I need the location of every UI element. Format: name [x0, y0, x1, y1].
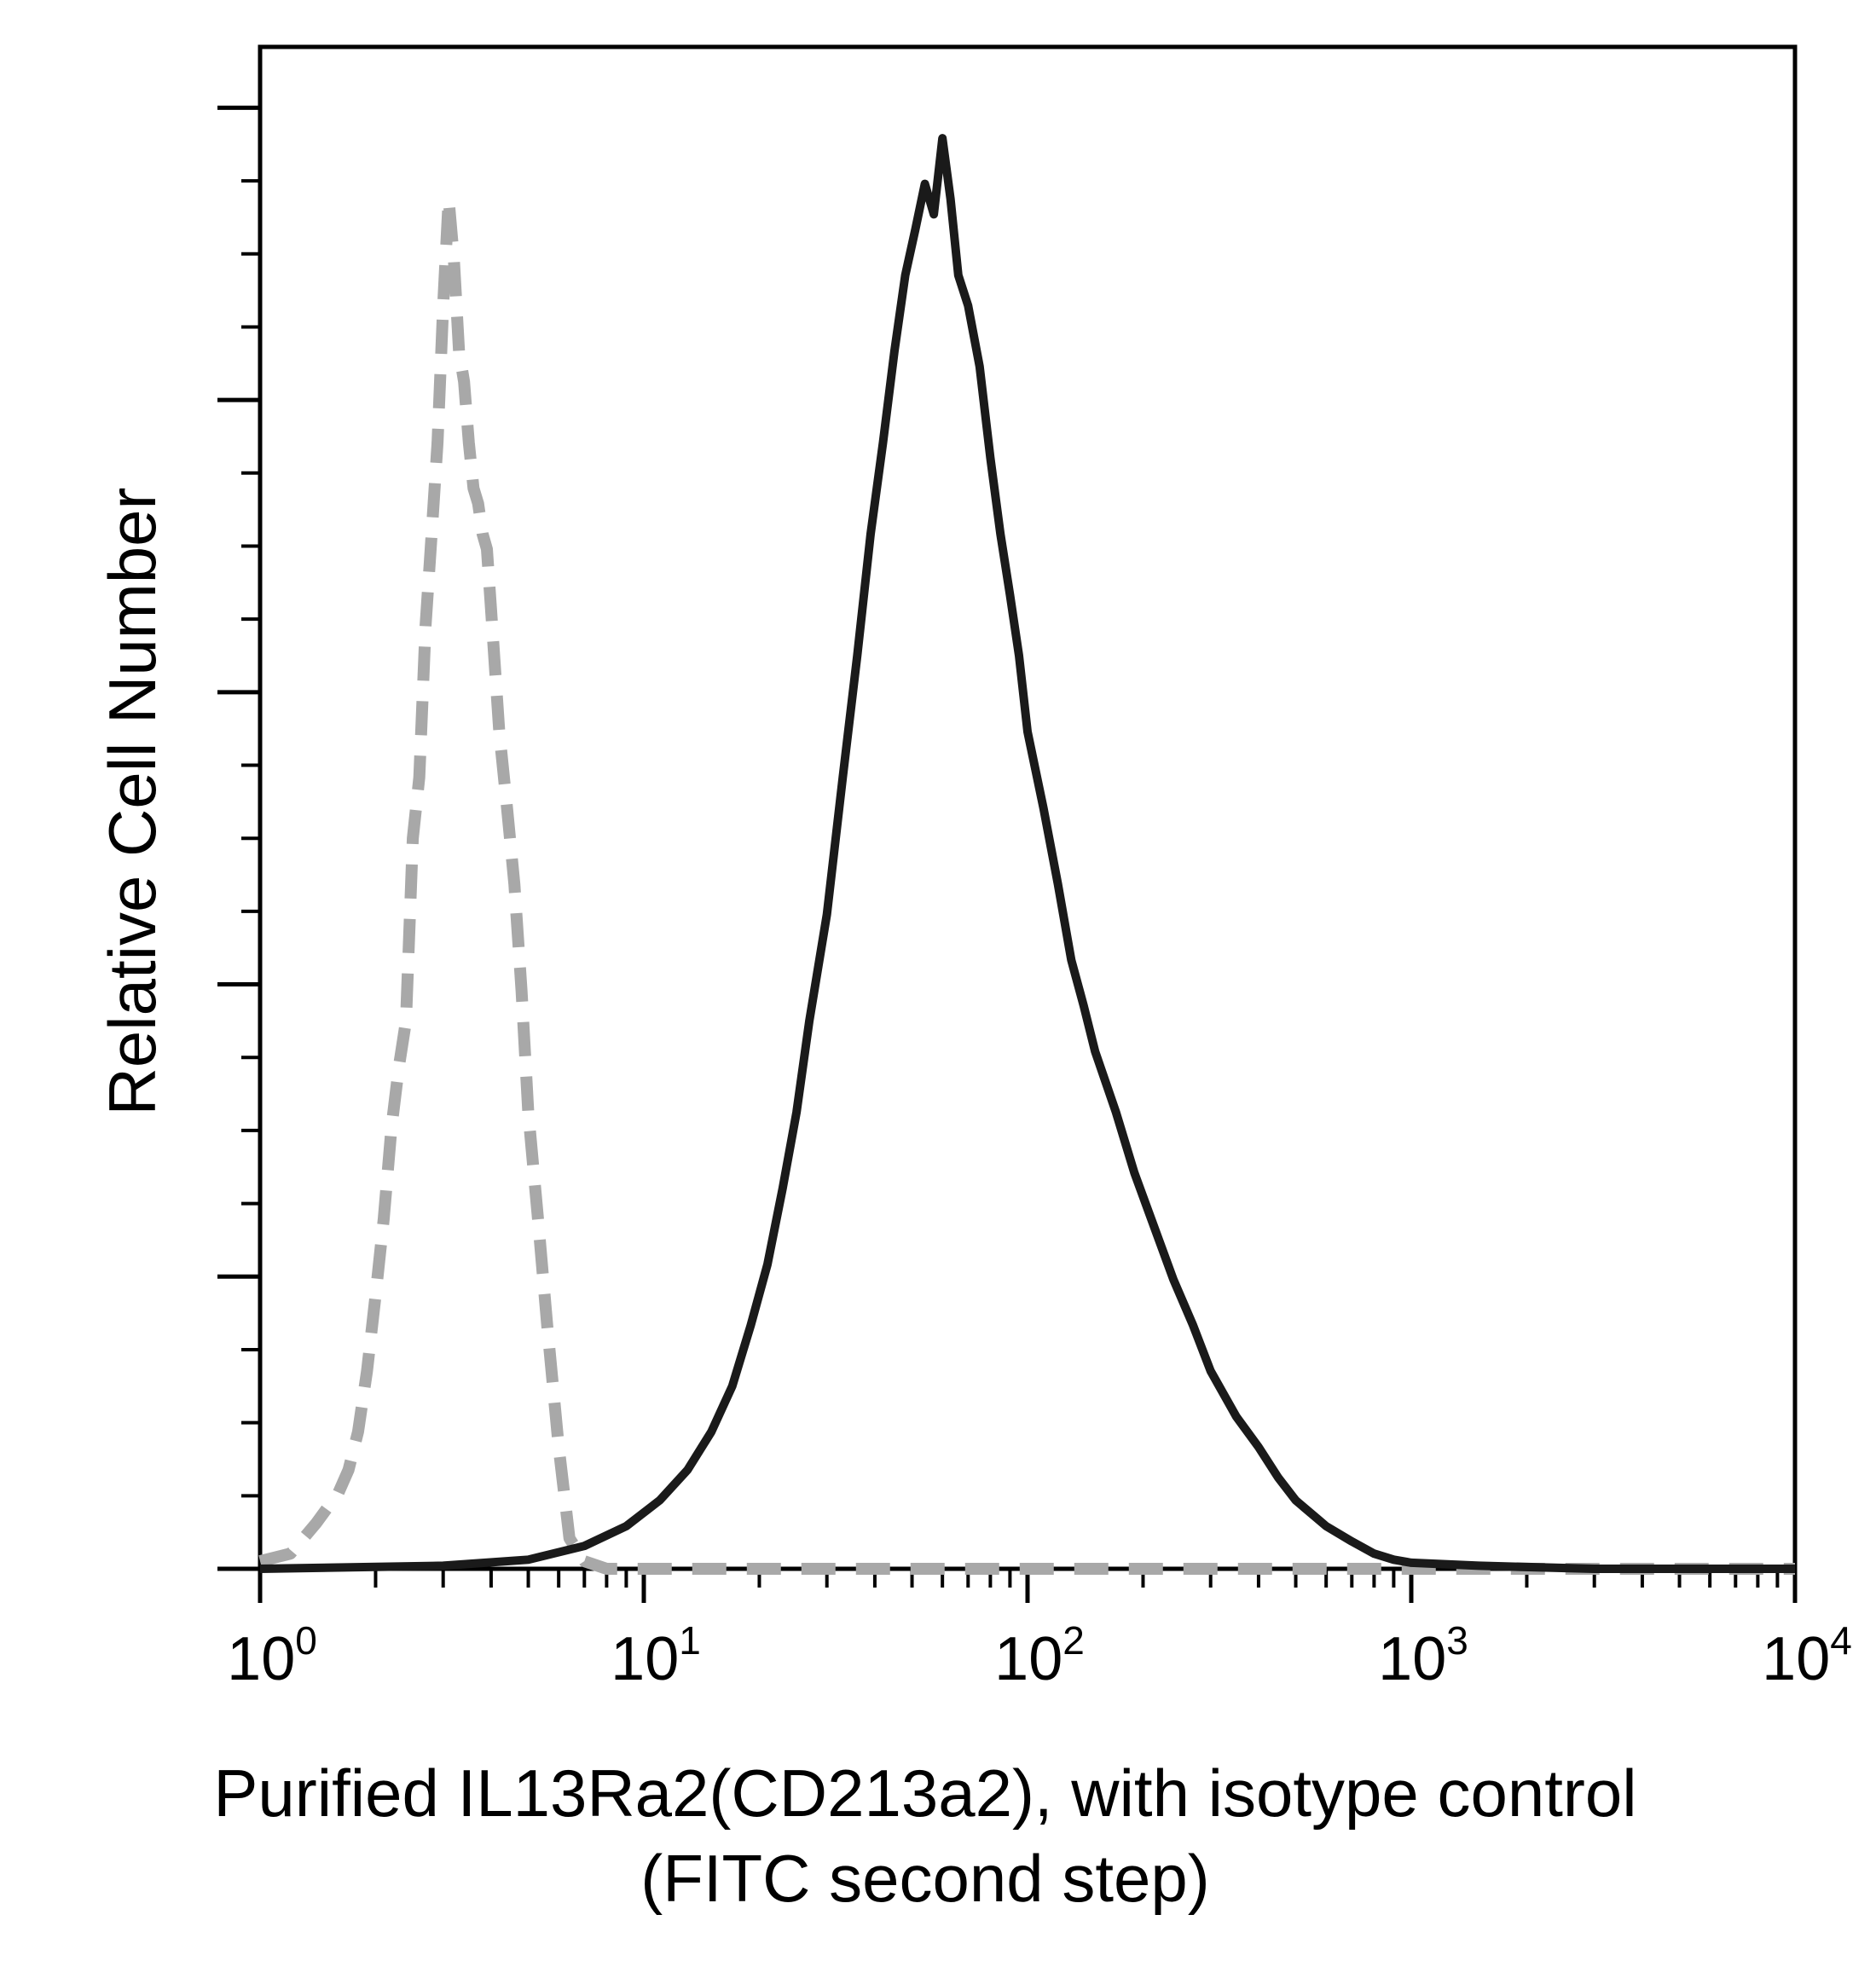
- x-axis-title-line2: (FITC second step): [640, 1841, 1210, 1916]
- series-il13ra2-line: [259, 134, 1795, 1573]
- y-axis-title: Relative Cell Number: [95, 488, 170, 1116]
- x-tick-label: 103: [1378, 1618, 1468, 1693]
- x-tick-label: 101: [611, 1618, 701, 1693]
- x-tick-label: 100: [227, 1618, 317, 1693]
- y-axis-ticks: [217, 105, 260, 1571]
- series-isotype-control-line: [258, 193, 1795, 1575]
- x-tick-label: 102: [994, 1618, 1085, 1693]
- plot-frame: [258, 44, 1798, 1571]
- plot-border: [258, 44, 1798, 1571]
- series-group: [258, 134, 1795, 1575]
- x-tick-label: 104: [1762, 1618, 1852, 1693]
- x-tick-labels: 100 101 102 103 104: [227, 1618, 1852, 1693]
- x-axis-title: Purified IL13Ra2(CD213a2), with isotype …: [213, 1756, 1636, 1831]
